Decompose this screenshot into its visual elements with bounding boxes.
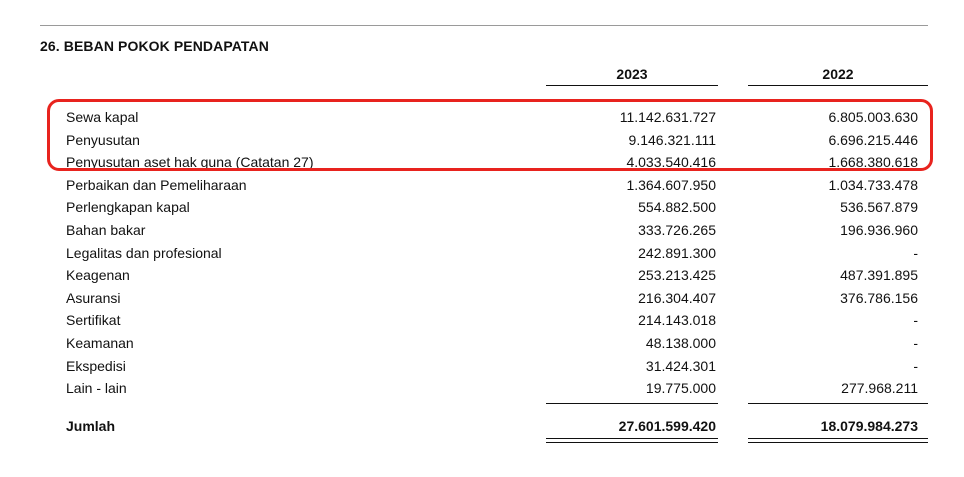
row-label: Asuransi xyxy=(66,289,121,306)
row-value-2023: 48.138.000 xyxy=(645,334,716,351)
table-row: Sertifikat 214.143.018 - xyxy=(0,311,964,334)
row-label: Sewa kapal xyxy=(66,109,139,125)
table-row: Lain - lain 19.775.000 277.968.211 xyxy=(0,379,964,402)
row-label: Sertifikat xyxy=(66,312,121,329)
row-value-2022: - xyxy=(913,244,918,261)
expense-table: Sewa kapal 11.142.631.727 6.805.003.630 … xyxy=(0,108,964,402)
table-row: Keagenan 253.213.425 487.391.895 xyxy=(0,266,964,289)
subtotal-rule-2023 xyxy=(546,403,718,404)
row-label: Lain - lain xyxy=(66,380,127,397)
table-row: Ekspedisi 31.424.301 - xyxy=(0,357,964,380)
table-row: Penyusutan aset hak guna (Catatan 27) 4.… xyxy=(0,153,964,176)
subtotal-rule-2022 xyxy=(748,403,928,404)
total-double-rule-2023 xyxy=(546,438,718,443)
total-row: Jumlah 27.601.599.420 18.079.984.273 xyxy=(0,417,964,437)
row-label: Perlengkapan kapal xyxy=(66,199,190,216)
row-value-2022: 487.391.895 xyxy=(840,267,918,284)
row-value-2023: 333.726.265 xyxy=(638,221,716,238)
row-value-2022: 6.805.003.630 xyxy=(828,109,918,125)
row-value-2022: 1.668.380.618 xyxy=(828,154,918,171)
row-label: Ekspedisi xyxy=(66,357,126,374)
table-row: Perlengkapan kapal 554.882.500 536.567.8… xyxy=(0,198,964,221)
row-label: Perbaikan dan Pemeliharaan xyxy=(66,176,247,193)
row-value-2023: 242.891.300 xyxy=(638,244,716,261)
row-value-2022: 376.786.156 xyxy=(840,289,918,306)
row-value-2023: 253.213.425 xyxy=(638,267,716,284)
row-label: Penyusutan aset hak guna (Catatan 27) xyxy=(66,154,314,171)
row-label: Bahan bakar xyxy=(66,221,146,238)
row-value-2023: 19.775.000 xyxy=(645,380,716,397)
column-header-2023: 2023 xyxy=(616,66,648,82)
row-label: Keagenan xyxy=(66,267,130,284)
row-label: Keamanan xyxy=(66,334,134,351)
table-row: Penyusutan 9.146.321.111 6.696.215.446 xyxy=(0,131,964,154)
section-title: 26. BEBAN POKOK PENDAPATAN xyxy=(40,38,269,54)
row-value-2023: 554.882.500 xyxy=(638,199,716,216)
row-value-2022: - xyxy=(913,312,918,329)
total-value-2023: 27.601.599.420 xyxy=(618,418,716,434)
table-row: Bahan bakar 333.726.265 196.936.960 xyxy=(0,221,964,244)
column-header-2022: 2022 xyxy=(822,66,854,82)
row-value-2023: 9.146.321.111 xyxy=(628,131,716,148)
header-underline-2022 xyxy=(748,85,928,86)
row-value-2023: 31.424.301 xyxy=(645,357,716,374)
total-label: Jumlah xyxy=(66,418,116,434)
row-value-2022: 1.034.733.478 xyxy=(828,176,918,193)
row-value-2022: 6.696.215.446 xyxy=(828,131,918,148)
row-label: Legalitas dan profesional xyxy=(66,244,222,261)
table-row: Asuransi 216.304.407 376.786.156 xyxy=(0,289,964,312)
row-value-2022: 277.968.211 xyxy=(841,380,918,397)
row-value-2022: 536.567.879 xyxy=(840,199,918,216)
total-double-rule-2022 xyxy=(748,438,928,443)
row-value-2023: 11.142.631.727 xyxy=(619,109,716,125)
header-underline-2023 xyxy=(546,85,718,86)
row-value-2023: 216.304.407 xyxy=(638,289,716,306)
top-divider xyxy=(40,25,928,26)
table-row: Sewa kapal 11.142.631.727 6.805.003.630 xyxy=(0,108,964,131)
table-row: Perbaikan dan Pemeliharaan 1.364.607.950… xyxy=(0,176,964,199)
row-value-2022: - xyxy=(913,334,918,351)
row-value-2023: 4.033.540.416 xyxy=(626,154,716,171)
row-label: Penyusutan xyxy=(66,131,140,148)
total-value-2022: 18.079.984.273 xyxy=(820,418,918,434)
row-value-2023: 214.143.018 xyxy=(638,312,716,329)
table-row: Legalitas dan profesional 242.891.300 - xyxy=(0,244,964,267)
table-row: Keamanan 48.138.000 - xyxy=(0,334,964,357)
row-value-2022: 196.936.960 xyxy=(840,221,918,238)
row-value-2023: 1.364.607.950 xyxy=(626,176,716,193)
row-value-2022: - xyxy=(913,357,918,374)
